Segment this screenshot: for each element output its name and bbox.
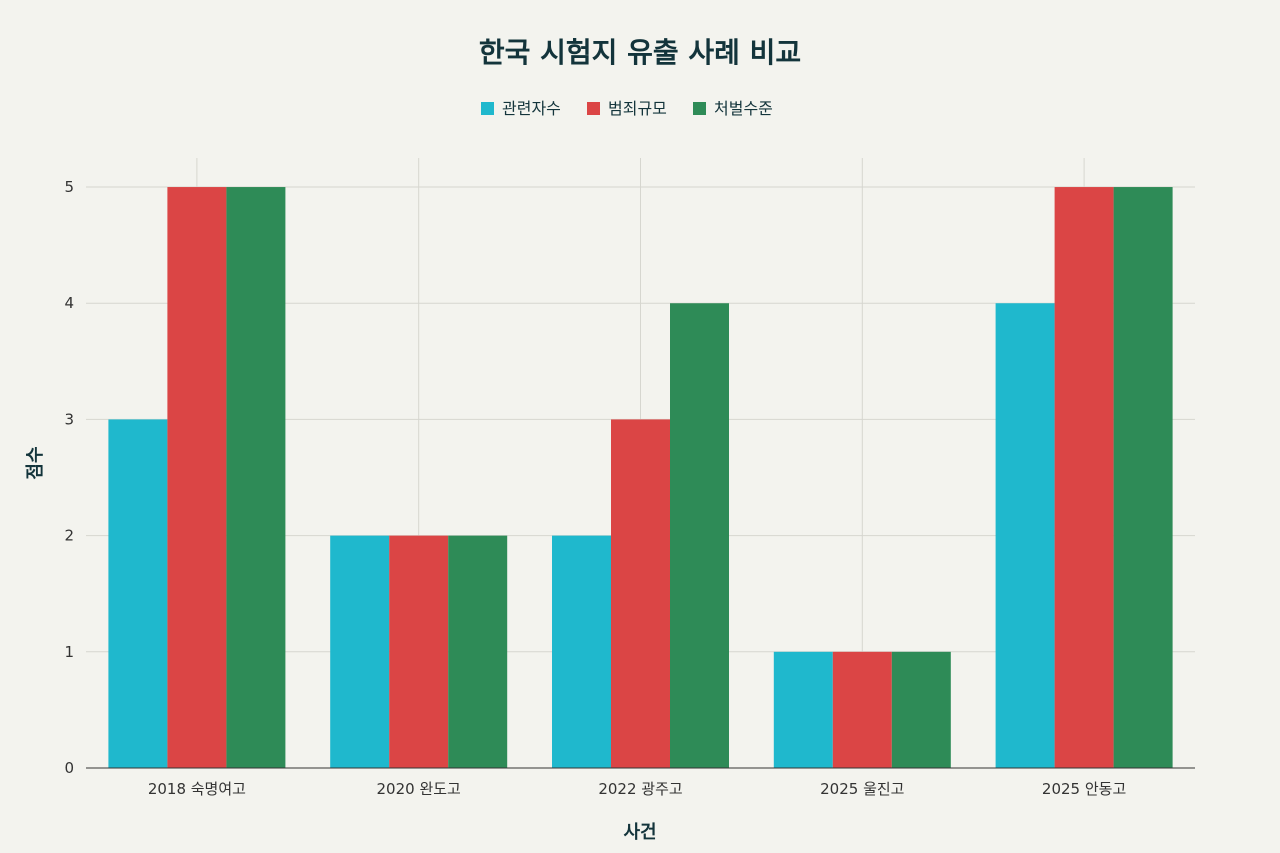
- bar[interactable]: [773, 651, 833, 768]
- x-tick-label: 2022 광주고: [598, 780, 682, 798]
- legend-label: 관련자수: [502, 99, 561, 118]
- bar[interactable]: [1054, 187, 1114, 769]
- legend-swatch: [587, 102, 600, 115]
- legend: 관련자수 범죄규모 처벌수준: [481, 99, 773, 118]
- y-axis-ticks: 0 1 2 3 4 5: [64, 178, 74, 777]
- y-tick-label: 3: [64, 410, 74, 428]
- legend-swatch: [693, 102, 706, 115]
- bar[interactable]: [108, 419, 168, 768]
- bar[interactable]: [1113, 187, 1173, 769]
- y-tick-label: 4: [64, 294, 74, 312]
- bar[interactable]: [995, 303, 1055, 768]
- bar[interactable]: [167, 187, 227, 769]
- y-tick-label: 5: [64, 178, 74, 196]
- bar[interactable]: [552, 535, 611, 768]
- y-tick-label: 1: [64, 643, 74, 661]
- y-tick-label: 2: [64, 527, 74, 545]
- x-tick-label: 2018 숙명여고: [148, 780, 246, 798]
- x-tick-label: 2020 완도고: [377, 780, 461, 798]
- legend-swatch: [481, 102, 494, 115]
- chart-title: 한국 시험지 유출 사례 비교: [479, 36, 801, 69]
- bar[interactable]: [611, 419, 670, 768]
- bar[interactable]: [448, 535, 508, 768]
- legend-label: 처벌수준: [714, 99, 773, 118]
- x-axis-title: 사건: [623, 822, 656, 843]
- bar[interactable]: [670, 303, 729, 768]
- bars: [108, 187, 1173, 769]
- bar[interactable]: [389, 535, 449, 768]
- bar[interactable]: [832, 651, 892, 768]
- bar[interactable]: [330, 535, 390, 768]
- bar[interactable]: [226, 187, 286, 769]
- y-axis-title: 점수: [25, 446, 46, 479]
- x-tick-label: 2025 안동고: [1042, 780, 1126, 798]
- legend-label: 범죄규모: [608, 99, 667, 118]
- x-tick-label: 2025 울진고: [820, 780, 904, 798]
- bar[interactable]: [891, 651, 951, 768]
- x-axis-ticks: 2018 숙명여고 2020 완도고 2022 광주고 2025 울진고 2025 안동…: [148, 780, 1126, 798]
- y-tick-label: 0: [64, 759, 74, 777]
